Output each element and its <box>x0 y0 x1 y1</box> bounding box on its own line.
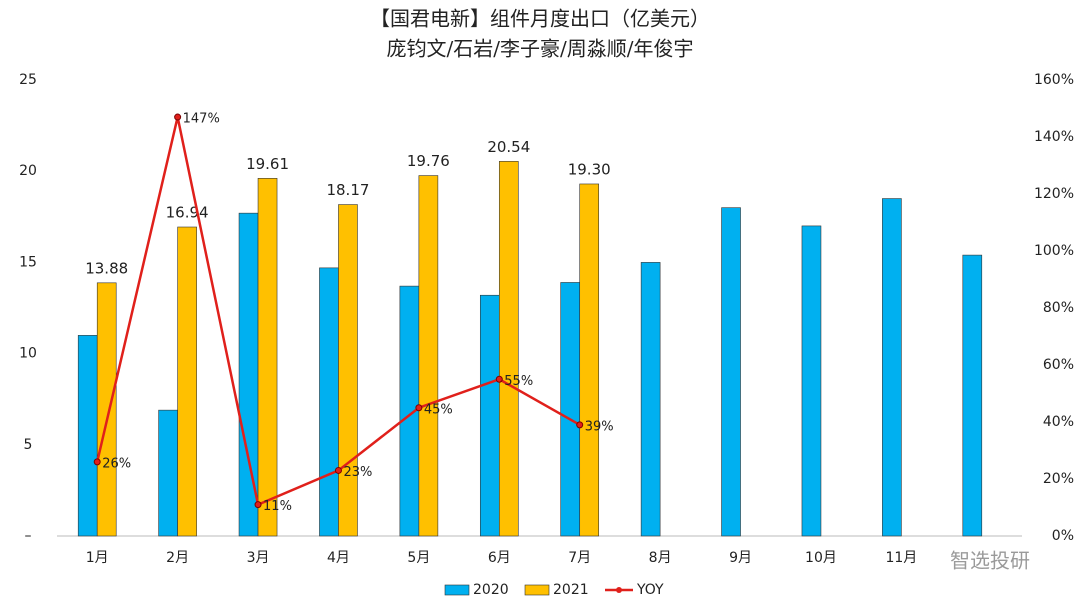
bar <box>962 254 983 537</box>
bar <box>418 175 439 537</box>
bar <box>158 409 178 537</box>
bar <box>721 207 741 537</box>
chart-subtitle: 庞钧文/石岩/李子豪/周淼顺/年俊宇 <box>387 37 694 61</box>
bar <box>579 183 600 537</box>
y2-tick-label: 140% <box>1034 129 1074 145</box>
data-label: 39% <box>585 419 614 434</box>
y2-tick-label: 100% <box>1034 243 1074 259</box>
data-label: 26% <box>102 456 131 471</box>
data-label: 20.54 <box>487 138 530 156</box>
x-tick-label: 8月 <box>649 550 672 566</box>
data-label: 16.94 <box>166 204 209 222</box>
bar <box>479 294 500 537</box>
bar <box>319 267 339 537</box>
x-tick-label: 4月 <box>327 550 350 566</box>
bar <box>640 262 661 537</box>
y2-tick-label: 60% <box>1043 357 1074 373</box>
data-label: 19.76 <box>407 152 450 170</box>
legend-label: 2021 <box>553 582 589 598</box>
y2-tick-label: 40% <box>1043 414 1074 430</box>
data-label: 19.30 <box>568 160 611 178</box>
y2-tick-label: 20% <box>1043 471 1074 487</box>
y-tick-label: – <box>25 528 32 544</box>
y2-tick-label: 160% <box>1034 72 1074 88</box>
bar <box>177 226 197 537</box>
legend-swatch <box>524 584 550 596</box>
legend-label: YOY <box>636 582 664 598</box>
point <box>174 113 182 121</box>
watermark: 智选投研 <box>950 549 1030 573</box>
bar <box>801 225 822 537</box>
data-label: 45% <box>424 402 453 417</box>
y-tick-label: 20 <box>19 163 37 179</box>
point <box>254 501 262 509</box>
data-label: 23% <box>343 465 372 480</box>
y2-tick-label: 0% <box>1052 528 1074 544</box>
legend-swatch <box>444 584 470 596</box>
data-label: 11% <box>263 499 292 514</box>
data-label: 55% <box>504 374 533 389</box>
point <box>415 404 423 412</box>
x-tick-label: 3月 <box>247 550 270 566</box>
bar <box>338 204 358 537</box>
point <box>93 458 101 466</box>
x-tick-label: 9月 <box>729 550 752 566</box>
data-label: 147% <box>183 112 220 127</box>
bar <box>257 178 278 537</box>
point <box>495 375 503 383</box>
x-tick-label: 2月 <box>166 550 189 566</box>
y-tick-label: 15 <box>19 254 37 270</box>
y2-tick-label: 120% <box>1034 186 1074 202</box>
y-tick-label: 5 <box>24 437 33 453</box>
y2-tick-label: 80% <box>1043 300 1074 316</box>
data-label: 13.88 <box>85 259 128 277</box>
bar <box>882 198 902 537</box>
y-tick-label: 10 <box>19 346 37 362</box>
x-tick-label: 7月 <box>568 550 591 566</box>
bar <box>498 161 519 537</box>
x-tick-label: 5月 <box>407 550 430 566</box>
x-tick-label: 11月 <box>885 550 917 566</box>
y-tick-label: 25 <box>19 72 37 88</box>
point <box>334 466 342 474</box>
bar <box>77 335 98 537</box>
x-tick-label: 10月 <box>805 550 837 566</box>
data-label: 19.61 <box>246 155 289 173</box>
x-tick-label: 6月 <box>488 550 511 566</box>
x-tick-label: 1月 <box>86 550 109 566</box>
point <box>576 421 584 429</box>
chart-title: 【国君电新】组件月度出口（亿美元） <box>370 7 710 31</box>
bar <box>96 282 117 537</box>
bar <box>560 282 581 537</box>
data-label: 18.17 <box>326 181 369 199</box>
legend-label: 2020 <box>473 582 509 598</box>
legend-point <box>616 587 622 593</box>
